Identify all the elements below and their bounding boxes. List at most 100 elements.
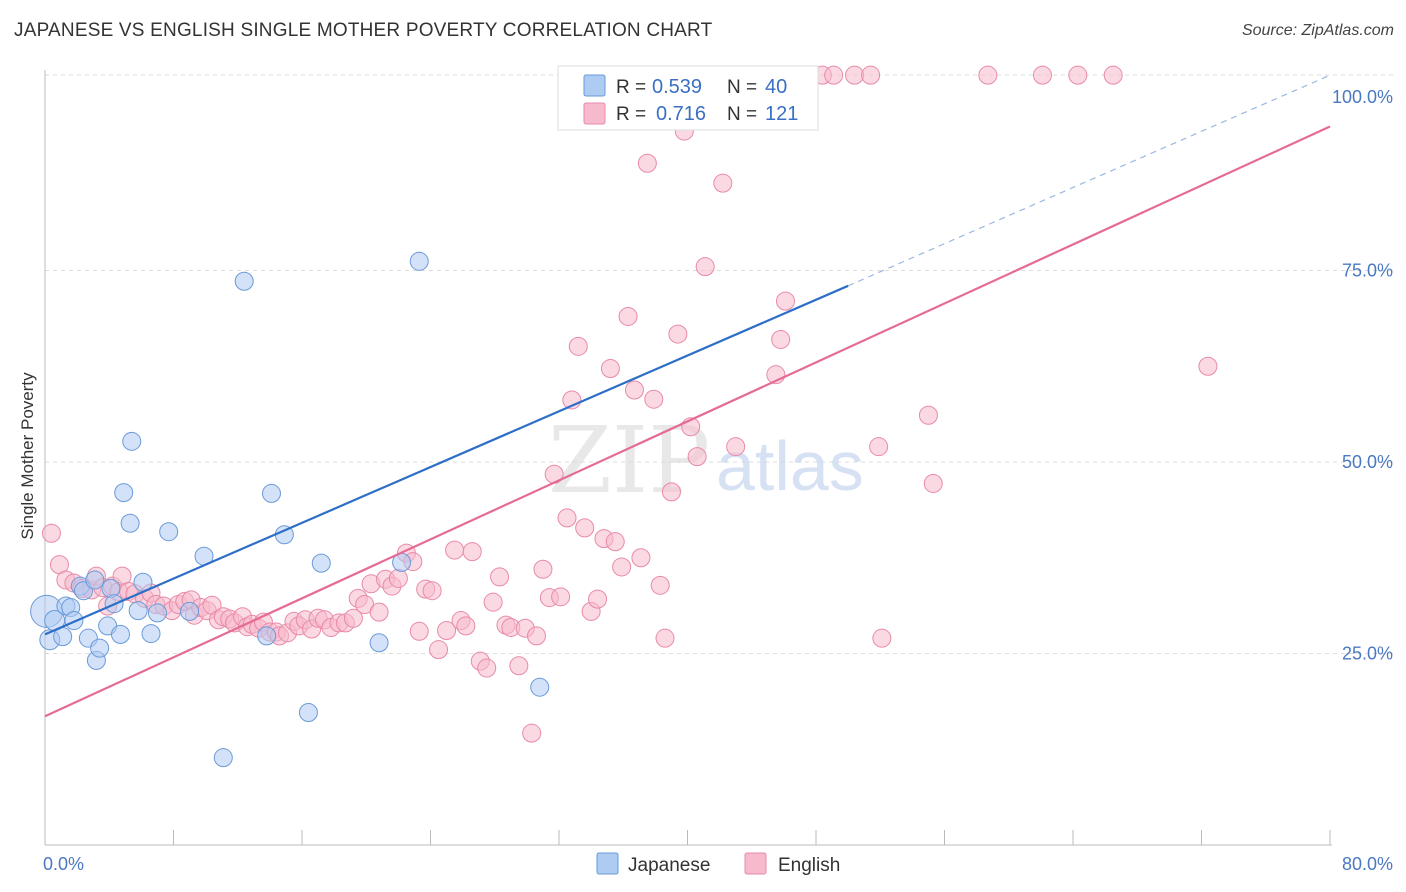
japanese-point-19 [122,431,142,451]
japanese-point-17 [114,483,134,503]
bottom-legend-swatch-english [744,852,767,875]
english-point-118 [872,628,892,648]
english-trend-line [44,125,1331,718]
english-point-58 [409,621,429,641]
english-point-90 [612,557,632,577]
english-point-89 [605,532,625,552]
english-point-92 [624,380,644,400]
japanese-point-22 [141,624,161,644]
english-point-103 [695,257,715,277]
english-point-111 [771,329,791,349]
y-tick-label-100: 100.0% [1332,87,1393,107]
english-point-97 [655,628,675,648]
japanese-point-12 [90,638,110,658]
english-point-66 [462,542,482,562]
legend-box: R = 0.539 N = 40 R = 0.716 N = 121 [557,65,819,131]
bottom-legend-japanese: Japanese [628,855,710,876]
english-point-83 [568,336,588,356]
english-point-63 [445,540,465,560]
japanese-point-28 [234,271,254,291]
english-point-98 [661,482,681,502]
legend-japanese-r-value: 0.539 [652,76,702,98]
english-point-69 [483,592,503,612]
english-point-95 [644,389,664,409]
english-point-102 [687,447,707,467]
english-point-119 [918,405,938,425]
legend-english-r-label: R = [616,104,646,125]
legend-swatch-english [583,102,606,125]
y-axis-title: Single Mother Poverty [18,372,37,540]
english-point-86 [588,589,608,609]
y-tick-labels: 25.0% 50.0% 75.0% 100.0% [1332,87,1393,664]
legend-english-n-label: N = [727,104,757,125]
japanese-point-16 [110,624,130,644]
english-points [41,65,1218,743]
english-point-94 [637,153,657,173]
japanese-point-23 [147,603,167,623]
english-point-62 [437,621,457,641]
chart-title: JAPANESE VS ENGLISH SINGLE MOTHER POVERT… [14,20,713,41]
english-point-117 [869,437,889,457]
english-point-70 [490,567,510,587]
japanese-point-27 [213,748,233,768]
english-point-105 [713,173,733,193]
japanese-trend-line [44,284,849,636]
english-point-123 [1068,65,1088,85]
legend-english-n-value: 121 [765,103,798,125]
english-point-112 [775,291,795,311]
english-point-73 [509,656,529,676]
english-point-93 [631,548,651,568]
english-point-77 [533,559,553,579]
english-point-52 [369,602,389,622]
japanese-point-36 [409,251,429,271]
english-point-0 [41,523,61,543]
bottom-legend-swatch-japanese [596,852,619,875]
english-point-68 [477,658,497,678]
english-point-114 [824,65,844,85]
chart-source: Source: ZipAtlas.com [1241,22,1394,39]
japanese-point-14 [101,578,121,598]
y-tick-label-50: 50.0% [1342,452,1393,472]
japanese-point-34 [369,633,389,653]
japanese-point-24 [159,522,179,542]
watermark: ZIP atlas [548,407,864,514]
english-point-88 [600,359,620,379]
japanese-point-29 [257,626,277,646]
english-point-122 [1032,65,1052,85]
x-tick-label-min: 0.0% [43,854,84,874]
x-tick-label-max: 80.0% [1342,854,1393,874]
japanese-point-37 [530,677,550,697]
english-point-76 [527,626,547,646]
english-point-84 [575,518,595,538]
english-point-125 [1198,356,1218,376]
japanese-point-18 [120,513,140,533]
english-point-121 [978,65,998,85]
legend-english-r-value: 0.716 [656,103,706,125]
japanese-point-25 [180,601,200,621]
english-point-80 [551,587,571,607]
legend-japanese-n-label: N = [727,77,757,98]
trend-lines [44,74,1331,718]
x-ticks [44,830,1331,845]
english-point-124 [1103,65,1123,85]
bottom-legend: Japanese English [596,852,840,876]
legend-swatch-japanese [583,74,606,97]
english-point-96 [650,575,670,595]
japanese-point-10 [85,570,105,590]
english-point-48 [343,608,363,628]
english-point-75 [522,723,542,743]
japanese-point-33 [311,553,331,573]
english-point-99 [668,324,688,344]
english-point-60 [422,581,442,601]
english-point-55 [388,568,408,588]
english-point-106 [726,437,746,457]
english-point-65 [456,616,476,636]
japanese-point-6 [64,611,84,631]
english-point-116 [861,65,881,85]
japanese-point-32 [298,702,318,722]
english-point-120 [923,473,943,493]
japanese-point-30 [261,483,281,503]
y-tick-label-25: 25.0% [1342,644,1393,664]
english-point-61 [429,640,449,660]
